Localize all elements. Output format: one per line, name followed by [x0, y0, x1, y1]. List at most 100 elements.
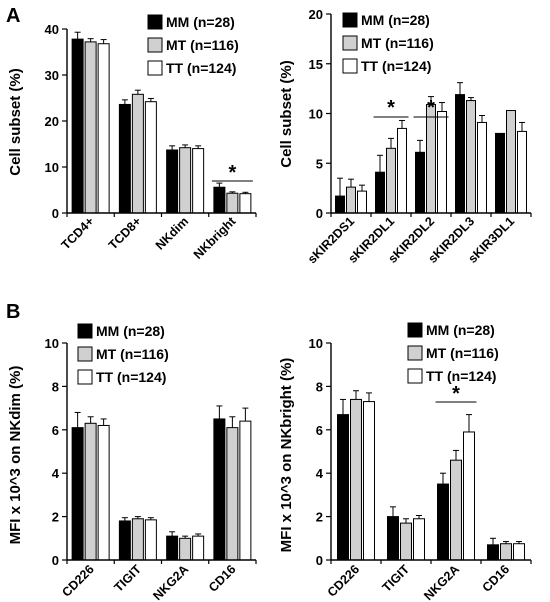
bar	[337, 414, 349, 561]
y-tick-label: 8	[316, 379, 323, 394]
bar	[213, 186, 226, 214]
legend-label: MT (n=116)	[426, 345, 499, 361]
bar	[477, 121, 487, 214]
y-tick-label: 40	[45, 22, 59, 37]
category-label: CD226	[59, 562, 96, 599]
legend-label: MM (n=28)	[166, 14, 235, 30]
category-label: CD16	[206, 562, 239, 595]
bar	[487, 544, 499, 561]
category-label: NKdim	[153, 214, 191, 252]
bar	[84, 422, 97, 561]
bar	[357, 190, 367, 214]
bar	[239, 420, 252, 561]
legend-swatch	[342, 35, 358, 51]
legend-label: MT (n=116)	[361, 35, 434, 51]
bar	[192, 148, 205, 214]
bar	[363, 401, 375, 561]
y-tick-label: 0	[52, 206, 59, 221]
legend-swatch	[147, 37, 163, 53]
legend-label: MM (n=28)	[96, 323, 165, 339]
legend-swatch	[407, 322, 423, 338]
y-tick-label: 8	[52, 379, 59, 394]
bar	[437, 111, 447, 214]
bar	[71, 427, 84, 561]
category-label: CD226	[325, 562, 362, 599]
y-tick-label: 2	[316, 510, 323, 525]
category-label: NKbright	[191, 214, 239, 262]
bar	[495, 132, 505, 214]
bar	[97, 43, 110, 214]
significance-star: *	[427, 97, 435, 119]
legend-swatch	[77, 369, 93, 385]
bar	[426, 104, 436, 214]
legend-label: TT (n=124)	[426, 368, 496, 384]
bar	[517, 130, 527, 214]
category-label: NKG2A	[421, 562, 462, 602]
bar	[450, 459, 462, 561]
bar	[386, 147, 396, 214]
bar	[335, 195, 345, 214]
significance-star: *	[228, 162, 236, 184]
category-label: TCD8+	[106, 214, 144, 252]
y-tick-label: 20	[45, 114, 59, 129]
legend-swatch	[77, 323, 93, 339]
bar	[118, 520, 131, 561]
legend-swatch	[147, 60, 163, 76]
legend-label: MT (n=116)	[166, 37, 239, 53]
bar	[400, 522, 412, 561]
bar	[144, 519, 157, 561]
bar	[387, 516, 399, 561]
bar	[239, 193, 252, 214]
y-tick-label: 0	[52, 553, 59, 568]
y-axis-title: MFI x 10^3 on NKbright (%)	[278, 358, 295, 553]
bar	[179, 537, 192, 561]
bar	[463, 431, 475, 561]
y-tick-label: 20	[309, 7, 323, 22]
bar	[131, 518, 144, 561]
bar	[506, 110, 516, 214]
bar	[179, 147, 192, 214]
y-axis-title: Cell subset (%)	[278, 60, 295, 168]
legend-swatch	[147, 14, 163, 30]
bar	[84, 41, 97, 214]
bar	[131, 93, 144, 214]
bar	[213, 418, 226, 561]
significance-star: *	[452, 383, 460, 405]
bar	[192, 535, 205, 561]
y-tick-label: 15	[309, 57, 323, 72]
legend-label: TT (n=124)	[96, 369, 166, 385]
bar	[71, 38, 84, 214]
y-tick-label: 4	[52, 466, 60, 481]
bar	[350, 398, 362, 561]
legend-swatch	[342, 12, 358, 28]
y-tick-label: 10	[309, 336, 323, 351]
category-label: TCD4+	[59, 214, 97, 252]
y-tick-label: 2	[52, 510, 59, 525]
bar	[346, 186, 356, 214]
y-tick-label: 30	[45, 68, 59, 83]
legend-label: MM (n=28)	[426, 322, 495, 338]
panel-letter-b: B	[6, 301, 20, 323]
legend-label: MM (n=28)	[361, 12, 430, 28]
chart-panel-b-left: MFI x 10^3 on NKdim (%) 0 2 4 6 8 10 CD226 TIGIT…	[7, 323, 257, 602]
legend-swatch	[407, 368, 423, 384]
y-tick-label: 0	[316, 206, 323, 221]
legend-label: MT (n=116)	[96, 346, 169, 362]
bar	[118, 103, 131, 214]
bar	[415, 151, 425, 214]
category-label: TIGIT	[112, 562, 145, 595]
bar	[397, 127, 407, 214]
bar	[144, 101, 157, 214]
bar	[500, 543, 512, 561]
y-axis-title: MFI x 10^3 on NKdim (%)	[7, 366, 24, 545]
category-label: NKG2A	[150, 562, 191, 602]
bar	[466, 100, 476, 214]
y-tick-label: 4	[316, 466, 324, 481]
bar	[166, 535, 179, 561]
y-tick-label: 0	[316, 553, 323, 568]
chart-panel-b-right: MFI x 10^3 on NKbright (%) 0 2 4 6 8 10 CD226 TI…	[278, 322, 532, 602]
chart-panel-a-right: Cell subset (%)05101520sKIR2DS1sKIR2DL1s…	[278, 7, 532, 266]
legend-swatch	[342, 58, 358, 74]
category-label: TIGIT	[380, 562, 413, 595]
legend-label: TT (n=124)	[166, 60, 236, 76]
